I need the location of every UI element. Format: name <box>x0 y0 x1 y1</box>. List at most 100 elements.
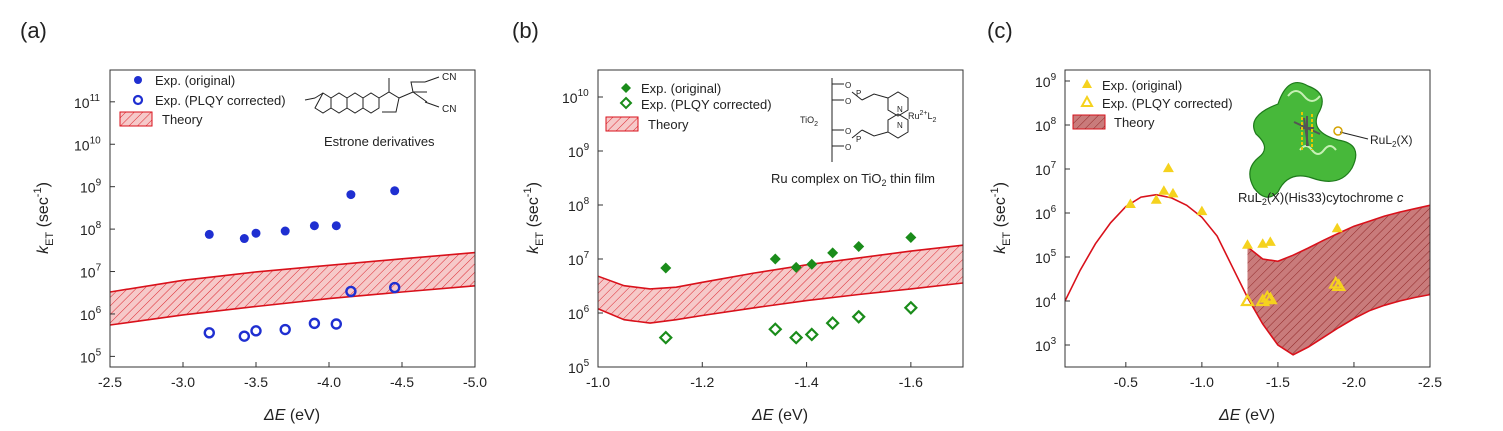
x-axis-label-b: ΔE (eV) <box>751 407 808 424</box>
molecule-inset-a: CN CN <box>304 72 456 115</box>
x-ticks-a: -2.5 -3.0 -3.5 -4.0 -4.5 -5.0 <box>98 362 487 390</box>
annotation-c: RuL2(X)(His33)cytochrome c <box>1238 190 1404 207</box>
ru-complex-inset-b: TiO2 Ru2+L2 O O P O O P N N <box>800 78 937 162</box>
theory-hatch-b <box>598 245 963 324</box>
inset-o2-b: O <box>845 97 851 106</box>
y-axis-label-c: kET (sec-1) <box>989 182 1013 254</box>
y-tick-label-c-2: 105 <box>1035 248 1057 266</box>
legend-a: Exp. (original) Exp. (PLQY corrected) Th… <box>119 73 286 127</box>
y-tick-label-a-5: 1010 <box>74 135 101 153</box>
y-tick-label-b-3: 108 <box>568 196 590 214</box>
x-tick-label-b-0: -1.0 <box>586 374 610 390</box>
x-tick-label-a-5: -5.0 <box>463 374 487 390</box>
inset-label-c: RuL2(X) <box>1370 133 1412 149</box>
legend-swatch-hatch-c <box>1073 115 1105 129</box>
data-point-a-s0-5 <box>331 221 341 231</box>
data-point-c-s0-5 <box>1196 205 1208 216</box>
inset-p2-b: P <box>856 135 861 144</box>
data-point-c-s0-2 <box>1158 185 1170 195</box>
x-tick-label-a-1: -3.0 <box>171 374 195 390</box>
y-tick-label-b-0: 105 <box>568 358 590 376</box>
legend-b: Exp. (original) Exp. (PLQY corrected) Th… <box>605 81 772 132</box>
y-tick-label-a-0: 105 <box>80 347 102 365</box>
data-point-a-s0-0 <box>204 229 214 239</box>
theory-upper-line-c <box>1247 204 1430 263</box>
y-tick-label-c-0: 103 <box>1035 336 1057 354</box>
legend-label-corrected-c: Exp. (PLQY corrected) <box>1102 96 1233 111</box>
y-tick-label-a-3: 108 <box>80 220 102 238</box>
data-point-b-s1-6 <box>903 300 918 315</box>
data-point-c-s1-5 <box>1331 278 1347 292</box>
data-point-c-s1-3 <box>1262 291 1278 305</box>
legend-label-original-b: Exp. (original) <box>641 81 721 96</box>
legend-label-theory-a: Theory <box>162 112 203 127</box>
theory-band-a <box>110 251 475 326</box>
data-point-a-s0-7 <box>390 186 400 196</box>
legend-label-theory-c: Theory <box>1114 115 1155 130</box>
plot-frame-c <box>1064 69 1431 368</box>
data-point-a-s0-1 <box>239 234 249 244</box>
plot-frame-a <box>109 69 476 368</box>
legend-c: Exp. (original) Exp. (PLQY corrected) Th… <box>1072 78 1233 130</box>
annotation-b: Ru complex on TiO2 thin film <box>771 171 935 188</box>
inset-o4-b: O <box>845 143 851 152</box>
inset-n1-b: N <box>897 105 903 114</box>
data-point-c-s1-2 <box>1259 289 1275 303</box>
data-point-c-s0-1 <box>1150 194 1162 204</box>
data-point-c-s0-0 <box>1124 198 1136 209</box>
data-point-a-s0-3 <box>280 226 290 236</box>
molecule-cn-bonds-a <box>424 76 440 108</box>
x-tick-label-a-4: -4.5 <box>390 374 414 390</box>
data-point-b-s0-5 <box>853 241 865 253</box>
theory-upper-line-b <box>598 244 963 290</box>
data-point-c-s0-4 <box>1167 187 1179 198</box>
phosphonate-bonds-b <box>832 83 889 147</box>
panel-a: (a) -2.5 -3.0 -3.5 -4.0 -4.5 -5.0 10510610710… <box>20 18 487 424</box>
data-point-c-s1-0 <box>1240 293 1255 307</box>
legend-marker-corrected-b <box>619 96 633 110</box>
annotation-a: Estrone derivatives <box>324 134 435 149</box>
data-point-b-s1-5 <box>851 309 866 324</box>
theory-upper-line-a <box>110 251 475 293</box>
x-tick-label-c-3: -2.0 <box>1342 374 1366 390</box>
data-point-a-s1-0 <box>203 327 215 339</box>
y-tick-label-b-1: 106 <box>568 304 590 322</box>
data-point-a-s0-6 <box>346 190 356 200</box>
inset-ru-b: Ru2+L2 <box>908 110 937 124</box>
theory-hatch-a <box>110 252 475 325</box>
y-tick-label-c-3: 106 <box>1035 204 1057 222</box>
data-point-a-s1-3 <box>279 323 291 336</box>
inset-o3-b: O <box>845 127 851 136</box>
panel-label-b: (b) <box>512 18 539 43</box>
legend-swatch-hatch-b <box>606 117 638 131</box>
data-point-c-s0-9 <box>1331 222 1343 233</box>
molecule-structure-a <box>304 78 428 114</box>
y-axis-label-a: kET (sec-1) <box>32 182 56 254</box>
protein-inset-c: RuL2(X) <box>1249 82 1412 198</box>
data-point-a-s1-5 <box>330 318 342 330</box>
data-point-a-s1-6 <box>345 285 357 298</box>
legend-swatch-hatch-a <box>120 112 152 126</box>
x-tick-label-c-1: -1.0 <box>1190 374 1214 390</box>
legend-label-original-a: Exp. (original) <box>155 73 235 88</box>
legend-marker-original-a <box>134 76 142 84</box>
theory-lower-line-a <box>110 285 475 326</box>
legend-label-theory-b: Theory <box>648 117 689 132</box>
data-point-b-s1-0 <box>658 330 673 345</box>
x-tick-label-b-3: -1.6 <box>899 374 923 390</box>
inset-p1-b: P <box>856 89 861 98</box>
y-tick-label-c-1: 104 <box>1035 292 1057 310</box>
data-point-c-s0-6 <box>1242 239 1253 249</box>
legend-marker-original-b <box>621 83 631 93</box>
data-point-a-s1-2 <box>250 325 262 337</box>
y-tick-label-b-5: 1010 <box>562 88 589 106</box>
y-tick-label-b-2: 107 <box>568 250 590 268</box>
theory-band-c <box>1065 193 1430 356</box>
data-point-a-s0-2 <box>251 228 261 238</box>
panel-label-c: (c) <box>987 18 1013 43</box>
x-tick-label-c-0: -0.5 <box>1114 374 1138 390</box>
y-tick-label-a-2: 107 <box>80 263 102 281</box>
data-point-a-s1-4 <box>308 317 321 330</box>
panel-c: (c) -0.5 -1.0 -1.5 -2.0 -2.5 103 104 105 106 107… <box>987 18 1442 424</box>
